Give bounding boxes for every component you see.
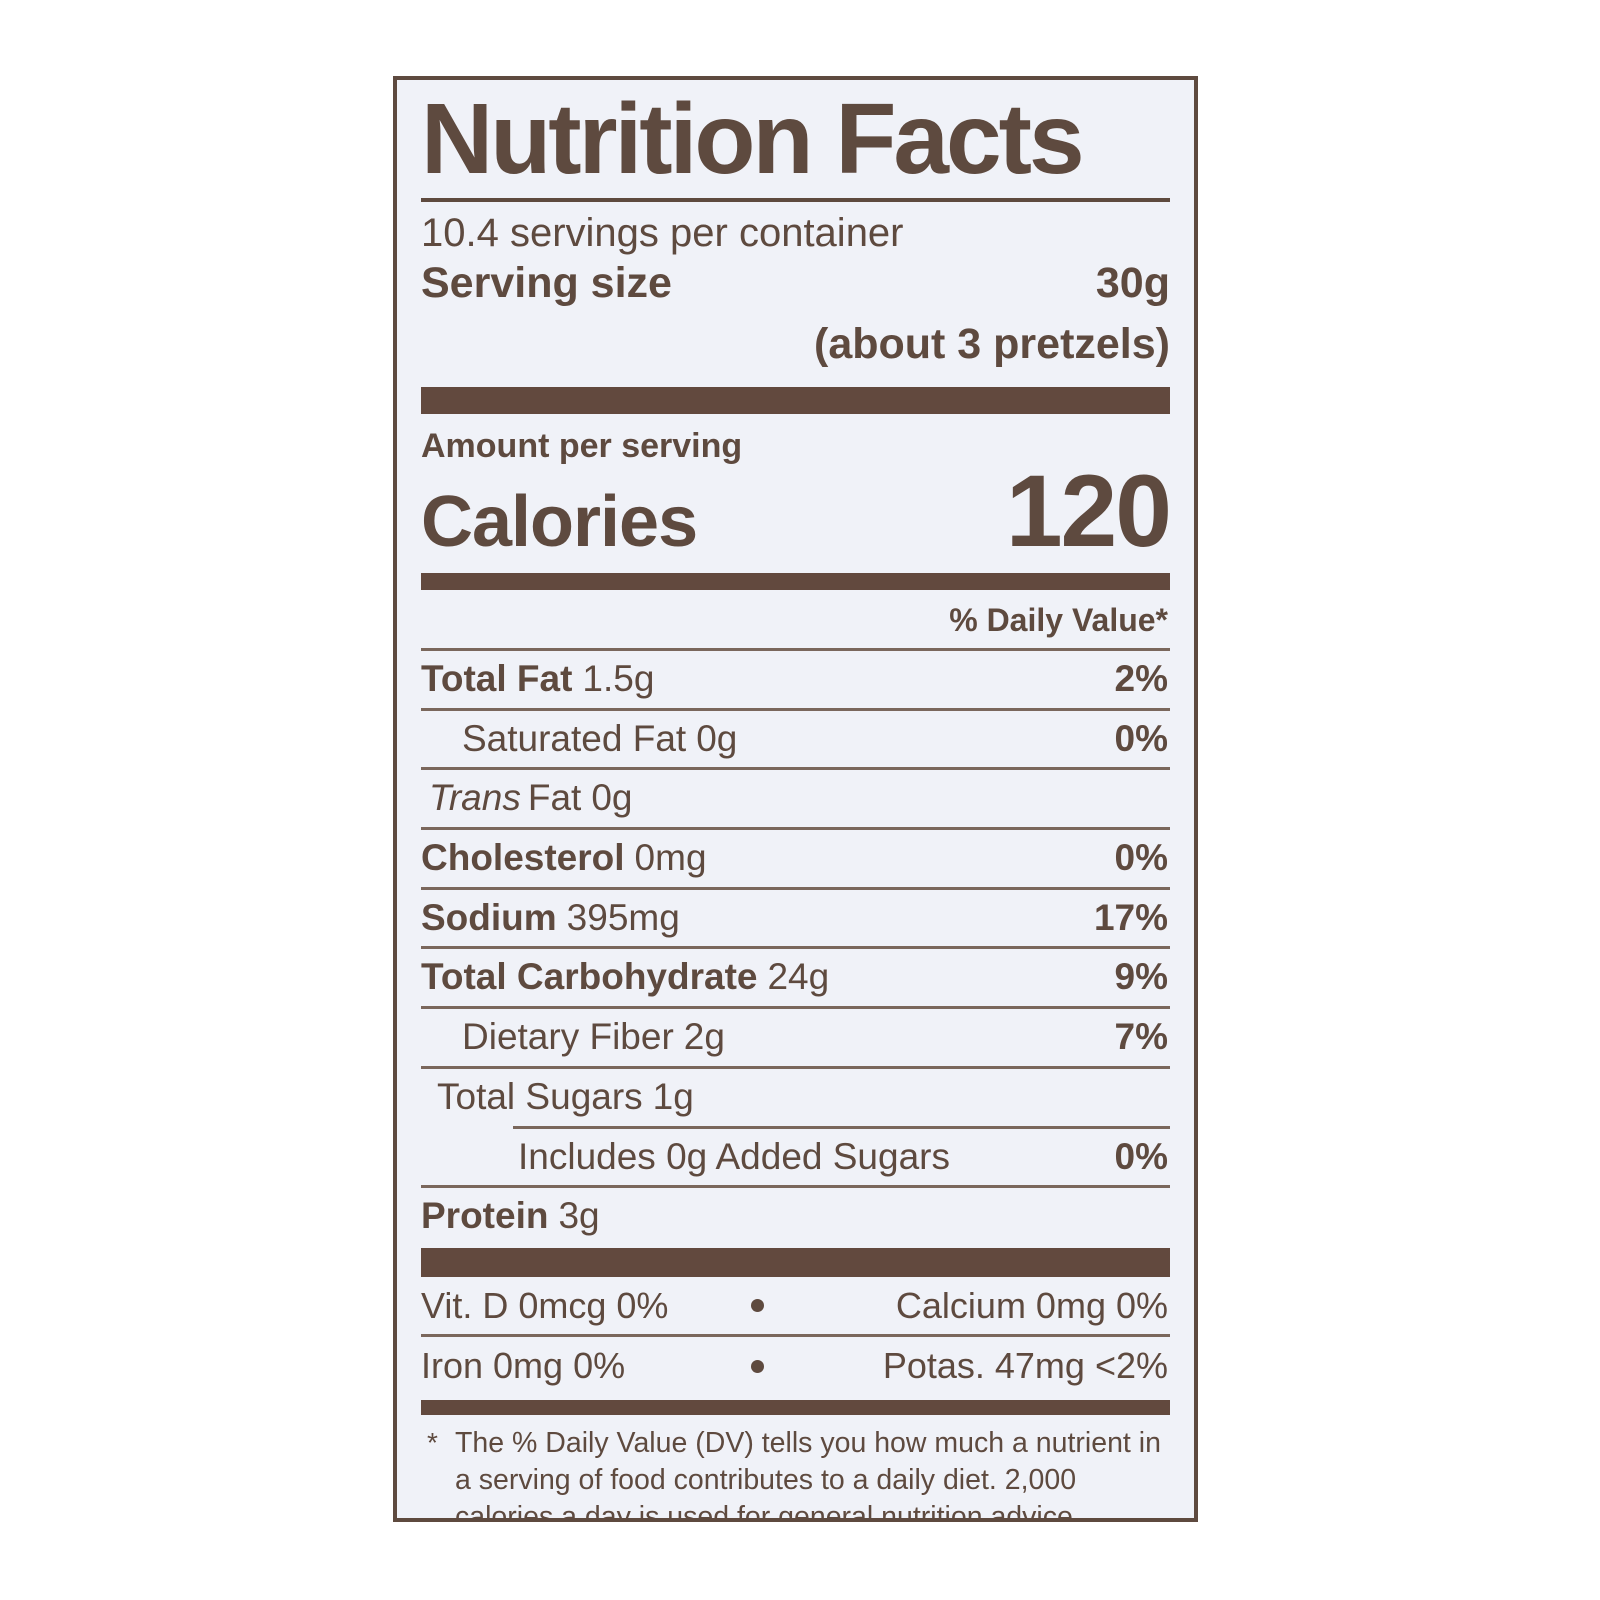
potassium-value: Potas. 47mg <2% xyxy=(882,1345,1168,1387)
nutrient-name: Total Fat xyxy=(421,658,573,699)
nutrient-dv: 9% xyxy=(1114,956,1168,998)
nutrient-name: Fat xyxy=(527,777,582,819)
bullet-separator-icon xyxy=(751,1299,764,1313)
daily-value-header: % Daily Value* xyxy=(421,590,1170,651)
footnote-text: The % Daily Value (DV) tells you how muc… xyxy=(455,1427,1161,1522)
nutrient-name: Dietary Fiber xyxy=(462,1016,674,1058)
nutrient-amount: 2g xyxy=(683,1016,725,1058)
nutrient-name: Cholesterol xyxy=(421,837,625,879)
nutrient-amount: 0mg xyxy=(634,837,707,879)
serving-size-value: 30g xyxy=(1095,259,1170,307)
nutrient-amount: 0g xyxy=(591,777,633,819)
nutrient-dv: 2% xyxy=(1114,658,1168,699)
nutrient-amount: 1g xyxy=(652,1075,694,1117)
nutrient-row-sodium: Sodium 395mg 17% xyxy=(421,890,1170,950)
nutrient-name: Total Sugars xyxy=(437,1075,643,1117)
nutrient-amount: 3g xyxy=(558,1195,600,1237)
calories-row: Calories 120 xyxy=(421,454,1172,568)
nutrition-facts-label: Nutrition Facts 10.4 servings per contai… xyxy=(393,76,1198,1522)
footnote-asterisk: * xyxy=(427,1427,438,1459)
nutrient-name: Sodium xyxy=(421,896,557,938)
nutrient-name: Protein xyxy=(421,1195,549,1237)
nutrient-amount: 0g xyxy=(696,717,738,759)
nutrient-dv: 0% xyxy=(1114,837,1168,879)
serving-size-label: Serving size xyxy=(421,259,672,307)
medium-divider-bar xyxy=(421,1400,1170,1416)
nutrient-dv: 0% xyxy=(1114,1135,1168,1177)
nutrient-amount: 395mg xyxy=(566,896,680,938)
nutrient-name: Saturated Fat xyxy=(462,717,687,759)
nutrient-row-saturated-fat: Saturated Fat 0g 0% xyxy=(421,711,1170,771)
amount-per-serving-label: Amount per serving xyxy=(421,427,743,465)
thick-divider-bar xyxy=(421,1247,1170,1277)
title-divider xyxy=(421,198,1170,202)
medium-divider-bar xyxy=(421,573,1170,590)
serving-size-row: Serving size 30g xyxy=(421,259,1170,308)
iron-value: Iron 0mg 0% xyxy=(421,1345,626,1387)
nutrient-row-total-fat: Total Fat 1.5g 2% xyxy=(421,651,1170,711)
calories-label: Calories xyxy=(421,482,698,562)
micronutrient-row-1: Vit. D 0mcg 0% Calcium 0mg 0% xyxy=(421,1277,1170,1338)
nutrient-row-dietary-fiber: Dietary Fiber 2g 7% xyxy=(421,1009,1170,1069)
nutrient-row-added-sugars: Includes 0g Added Sugars 0% xyxy=(421,1129,1170,1189)
nutrient-row-cholesterol: Cholesterol 0mg 0% xyxy=(421,830,1170,890)
nutrient-name: Total Carbohydrate xyxy=(421,956,758,998)
vitamin-d-value: Vit. D 0mcg 0% xyxy=(421,1284,669,1326)
serving-size-note: (about 3 pretzels) xyxy=(814,320,1170,368)
servings-per-container: 10.4 servings per container xyxy=(421,211,904,255)
calories-value: 120 xyxy=(1005,454,1172,568)
nutrient-dv: 7% xyxy=(1114,1016,1168,1058)
label-title: Nutrition Facts xyxy=(421,83,1085,195)
nutrient-row-total-sugars: Total Sugars 1g xyxy=(421,1069,1170,1126)
thick-divider-bar xyxy=(421,387,1170,414)
daily-value-footnote: * The % Daily Value (DV) tells you how m… xyxy=(421,1425,1170,1522)
nutrient-row-protein: Protein 3g xyxy=(421,1188,1170,1245)
indented-divider xyxy=(513,1125,1170,1129)
bullet-separator-icon xyxy=(751,1359,764,1373)
nutrient-dv: 0% xyxy=(1114,717,1168,759)
nutrient-row-total-carbohydrate: Total Carbohydrate 24g 9% xyxy=(421,949,1170,1010)
nutrient-name-italic: Trans xyxy=(429,777,521,819)
nutrient-name: Includes 0g Added Sugars xyxy=(518,1135,950,1177)
nutrient-amount: 1.5g xyxy=(582,658,655,699)
calcium-value: Calcium 0mg 0% xyxy=(895,1284,1168,1326)
nutrient-row-trans-fat: Trans Fat 0g xyxy=(421,770,1170,831)
nutrient-amount: 24g xyxy=(767,956,830,998)
nutrient-dv: 17% xyxy=(1093,896,1168,938)
micronutrient-row-2: Iron 0mg 0% Potas. 47mg <2% xyxy=(421,1337,1170,1395)
